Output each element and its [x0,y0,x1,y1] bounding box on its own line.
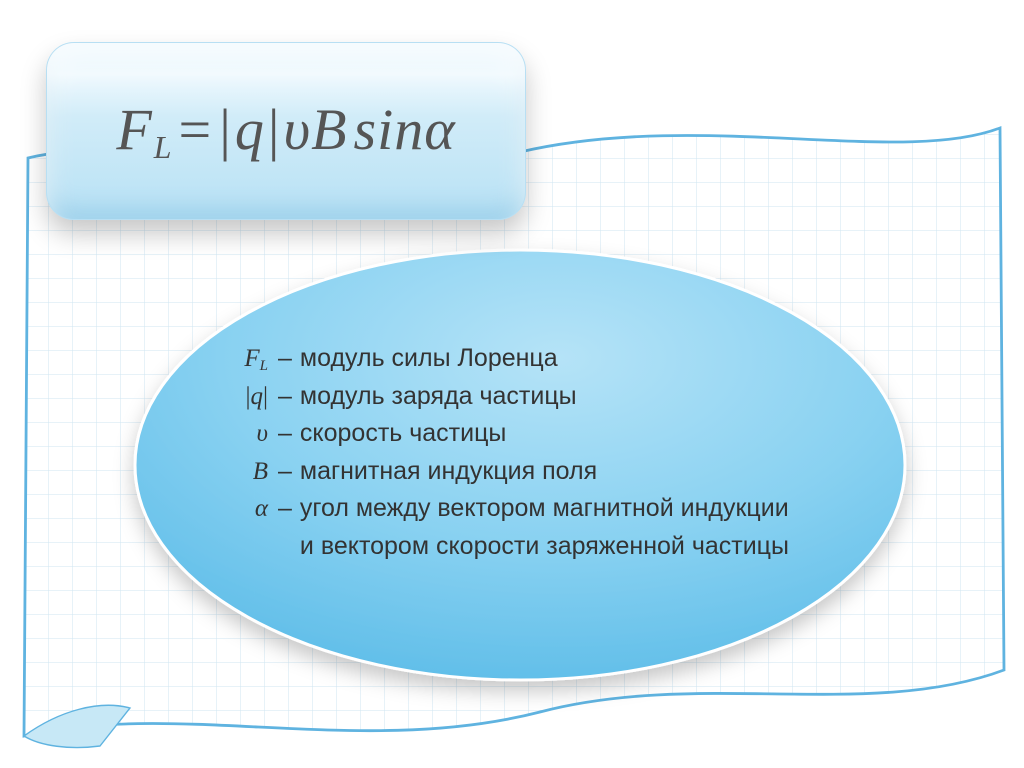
formula-alpha: α [424,97,455,162]
lorentz-force-formula: FL=|q|υBsinα [116,96,455,166]
legend-text: магнитная индукция поля [300,453,597,491]
legend-dash: – [278,378,300,416]
legend-dash: – [278,490,300,528]
formula-F: F [116,97,152,162]
legend-row-cont: – и вектором скорости заряженной частицы [220,528,900,566]
legend-row: B – магнитная индукция поля [220,453,900,491]
formula-sin: sin [348,97,425,162]
formula-eq: = [175,97,217,162]
legend-row: |q| – модуль заряда частицы [220,378,900,416]
legend-text-cont: и вектором скорости заряженной частицы [300,528,789,566]
formula-card: FL=|q|υBsinα [46,42,526,220]
legend-dash: – [278,415,300,453]
formula-B: B [311,97,347,162]
legend-text: угол между вектором магнитной индукции [300,490,789,528]
legend-text: модуль заряда частицы [300,378,577,416]
legend-symbol: α [220,490,278,528]
legend-symbol: υ [220,415,278,453]
stage: FL=|q|υBsinα FL – модуль силы Лоренца |q… [0,0,1024,768]
formula-F-sub: L [153,130,175,165]
legend-symbol: B [220,453,278,491]
formula-bar1: | [216,97,235,162]
legend-text: модуль силы Лоренца [300,340,558,378]
legend-row: FL – модуль силы Лоренца [220,340,900,378]
legend-dash: – [278,453,300,491]
legend-row: υ – скорость частицы [220,415,900,453]
formula-bar2: | [265,97,284,162]
legend: FL – модуль силы Лоренца |q| – модуль за… [220,340,900,565]
formula-v: υ [283,97,311,162]
legend-symbol: FL [220,340,278,378]
legend-row: α – угол между вектором магнитной индукц… [220,490,900,528]
formula-q: q [235,97,265,162]
legend-dash: – [278,340,300,378]
legend-symbol: |q| [220,378,278,416]
legend-text: скорость частицы [300,415,506,453]
